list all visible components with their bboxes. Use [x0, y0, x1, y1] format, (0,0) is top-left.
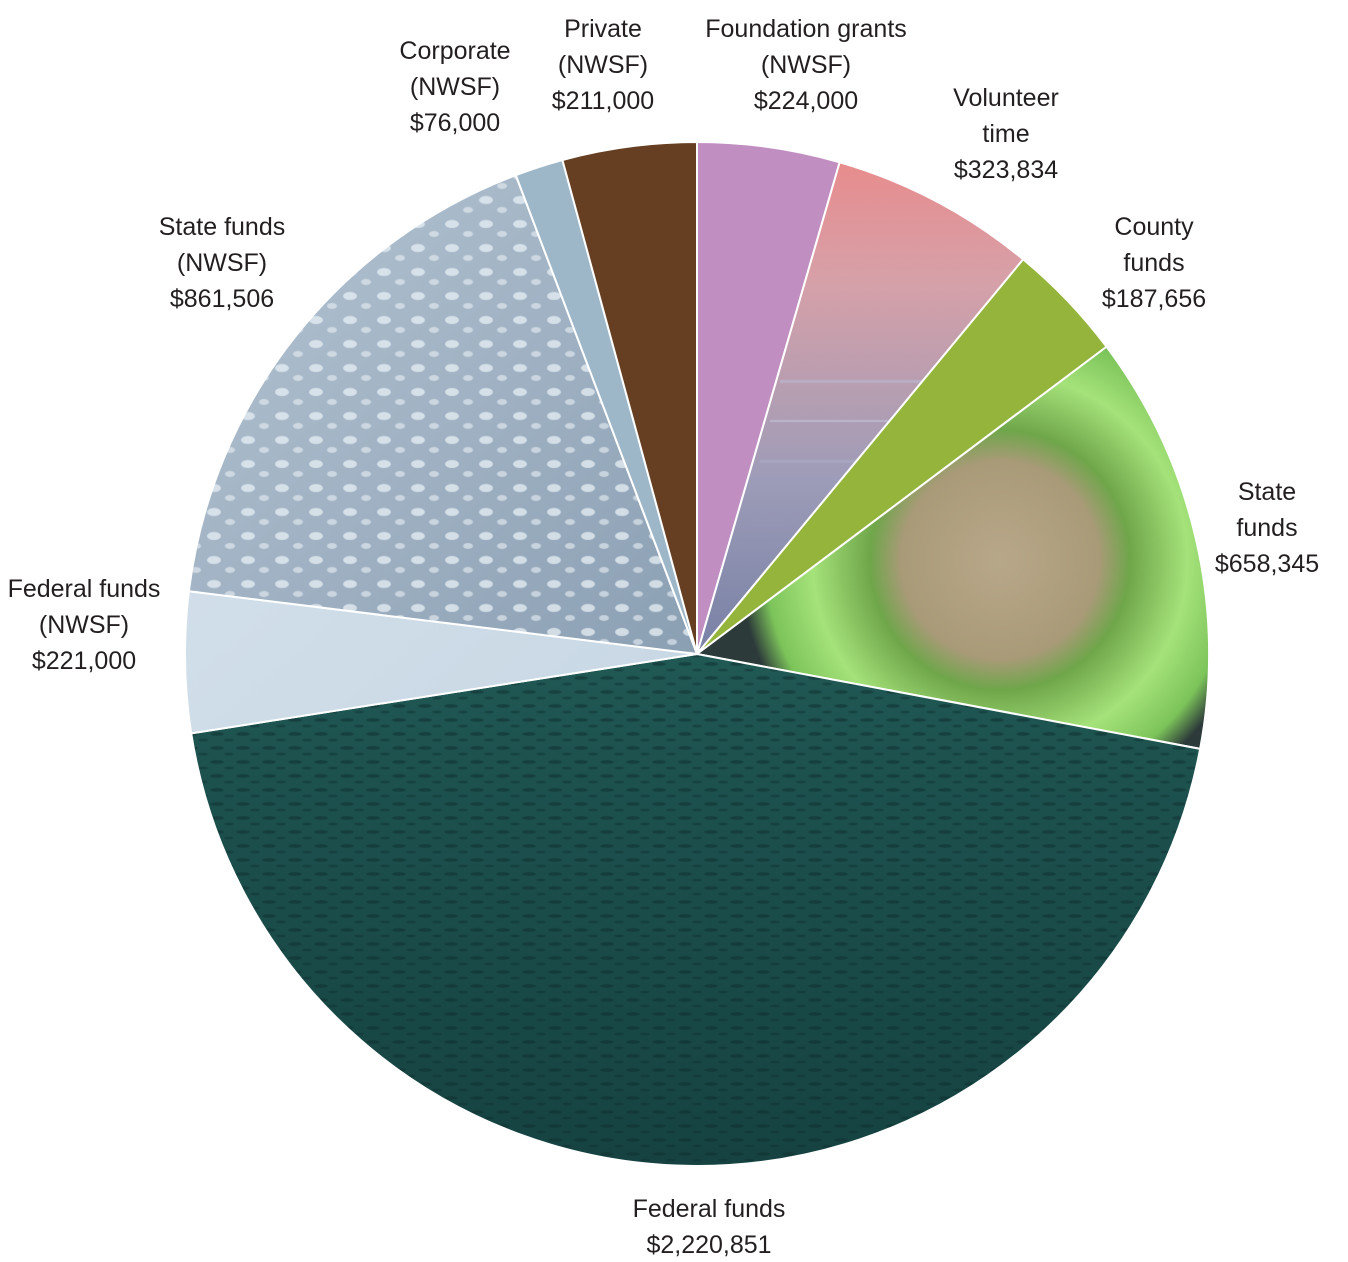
slice-value-label: $2,220,851 — [646, 1231, 771, 1259]
slice-value-label: $221,000 — [32, 647, 136, 675]
slice-value-label: $224,000 — [754, 87, 858, 115]
slice-name-label: (NWSF) — [558, 51, 648, 79]
slice-label-volunteer-time: Volunteer time $323,834 — [953, 84, 1059, 184]
slice-name-label: (NWSF) — [39, 611, 129, 639]
pie-slice-federal-funds — [190, 652, 1202, 1167]
slice-name-label: Private — [564, 15, 642, 43]
slice-name-label: Federal funds — [633, 1195, 786, 1223]
slice-value-label: $658,345 — [1215, 550, 1319, 578]
slice-label-state-funds-nwsf: State funds (NWSF) $861,506 — [159, 213, 285, 313]
slice-value-label: $187,656 — [1102, 285, 1206, 313]
slice-name-label: (NWSF) — [761, 51, 851, 79]
slice-name-label: (NWSF) — [177, 249, 267, 277]
slice-name-label: (NWSF) — [410, 73, 500, 101]
slice-label-foundation-grants-nwsf: Foundation grants (NWSF) $224,000 — [705, 15, 907, 115]
slice-value-label: $211,000 — [552, 87, 654, 115]
pie-slice-state-funds — [694, 345, 1210, 751]
slice-label-state-funds: State funds $658,345 — [1215, 478, 1319, 578]
slice-name-label: funds — [1123, 249, 1184, 277]
slice-name-label: funds — [1236, 514, 1297, 542]
slice-name-label: State — [1238, 478, 1296, 506]
slice-name-label: Foundation grants — [705, 15, 907, 43]
slice-label-private-nwsf: Private (NWSF) $211,000 — [552, 15, 654, 115]
pie-slice-state-funds-nwsf — [187, 173, 699, 656]
slice-name-label: County — [1114, 213, 1194, 241]
slice-label-county-funds: County funds $187,656 — [1102, 213, 1206, 313]
slice-name-label: time — [982, 120, 1029, 148]
slice-value-label: $323,834 — [954, 156, 1058, 184]
slice-label-federal-funds: Federal funds $2,220,851 — [633, 1195, 786, 1259]
slice-name-label: Federal funds — [8, 575, 161, 603]
slice-label-federal-funds-nwsf: Federal funds (NWSF) $221,000 — [8, 575, 161, 675]
slice-name-label: Corporate — [399, 37, 510, 65]
slice-value-label: $861,506 — [170, 285, 274, 313]
slice-value-label: $76,000 — [410, 109, 500, 137]
slice-name-label: State funds — [159, 213, 285, 241]
slice-label-corporate-nwsf: Corporate (NWSF) $76,000 — [399, 37, 510, 137]
slice-name-label: Volunteer — [953, 84, 1059, 112]
pie-slice-volunteer-time — [696, 161, 1025, 655]
pie-slice-private-nwsf — [561, 140, 698, 655]
